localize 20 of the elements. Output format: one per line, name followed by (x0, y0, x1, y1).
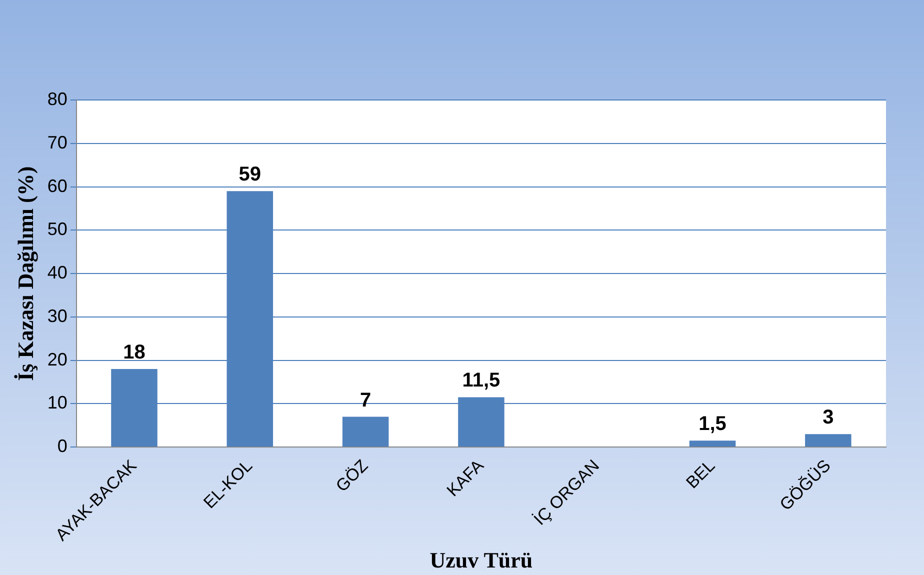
y-tick-label: 40 (47, 262, 68, 283)
data-label: 59 (238, 164, 262, 186)
data-label: 3 (822, 406, 834, 429)
y-tick-label: 30 (47, 306, 68, 326)
y-tick-label: 20 (47, 349, 68, 370)
bar (805, 434, 852, 447)
data-label: 1,5 (698, 413, 726, 436)
x-tick-label: BEL (682, 456, 719, 492)
y-axis-title: İş Kazası Dağılımı (%) (12, 166, 38, 381)
bar (689, 440, 736, 447)
y-tick-label: 50 (47, 219, 68, 240)
y-tick-label: 0 (57, 436, 68, 456)
y-tick-label: 60 (47, 176, 68, 196)
y-tick-label: 80 (47, 88, 68, 109)
data-label: 11,5 (462, 370, 500, 392)
y-tick-label: 70 (47, 132, 68, 152)
x-axis-title: Uzuv Türü (430, 547, 533, 572)
y-tick-label: 10 (47, 392, 68, 413)
bar (342, 416, 389, 447)
data-label: 18 (123, 342, 146, 364)
